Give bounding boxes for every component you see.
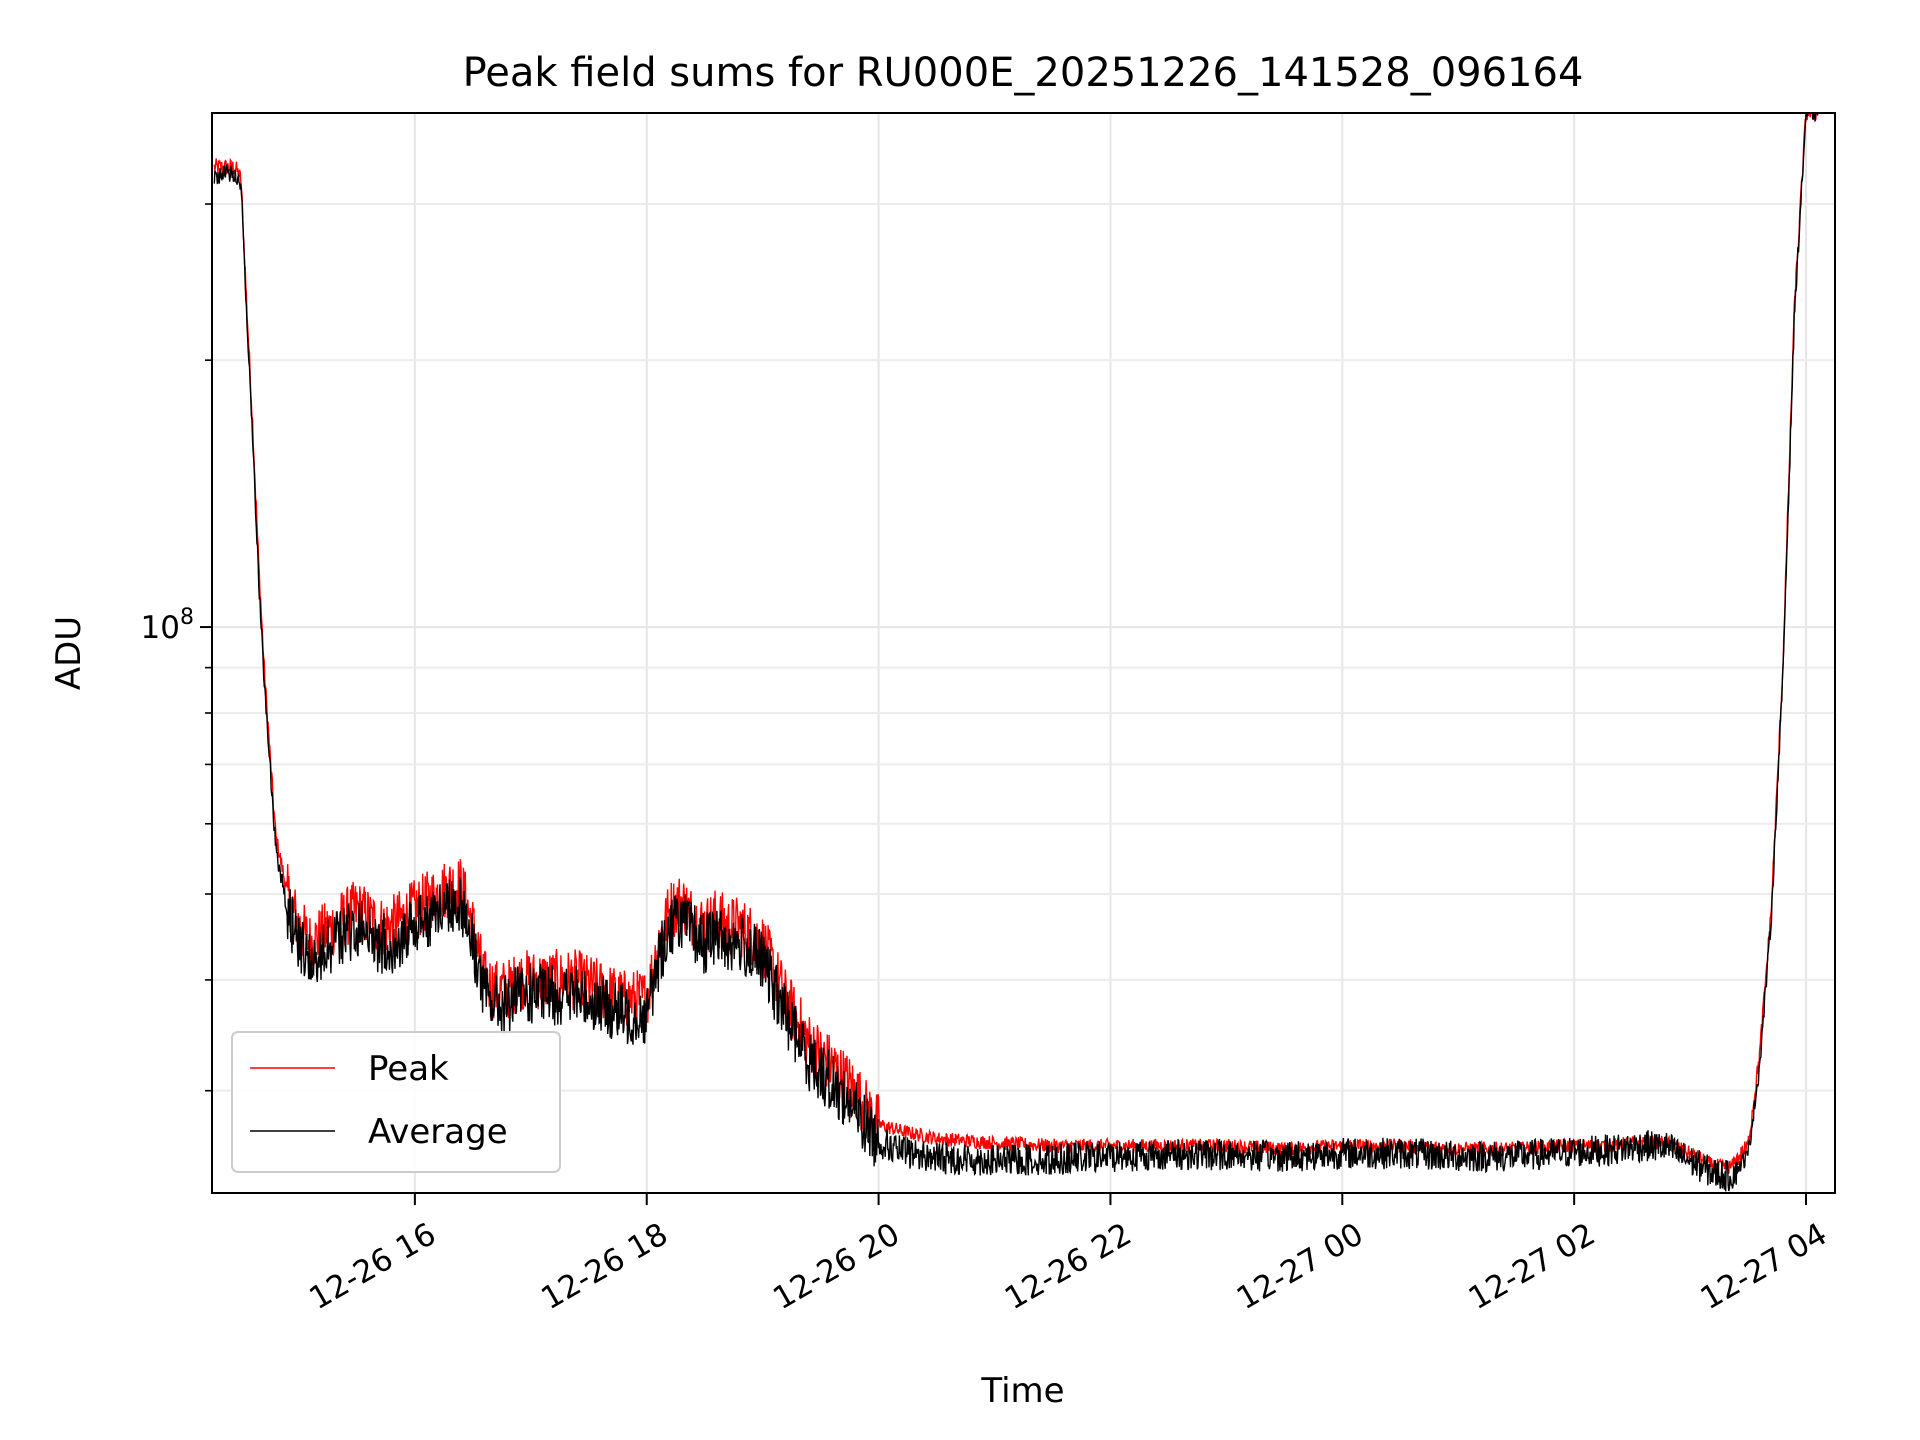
average-series-line xyxy=(213,113,1819,1192)
legend-box xyxy=(231,1031,561,1173)
chart-title: Peak field sums for RU000E_20251226_1415… xyxy=(463,50,1584,96)
legend-peak-label: Peak xyxy=(368,1049,449,1089)
y-tick-label-base: 10 xyxy=(141,610,180,646)
series-layer xyxy=(213,113,1819,1192)
plot-frame xyxy=(211,112,1836,1194)
y-tick-label: 108 xyxy=(141,605,194,646)
legend: Peak Average xyxy=(231,1031,561,1173)
y-axis-label: ADU xyxy=(49,616,89,690)
x-axis-label: Time xyxy=(980,1371,1064,1411)
y-tick-label-exponent: 8 xyxy=(180,605,194,630)
grid xyxy=(212,113,1835,1193)
legend-average-label: Average xyxy=(368,1112,508,1152)
